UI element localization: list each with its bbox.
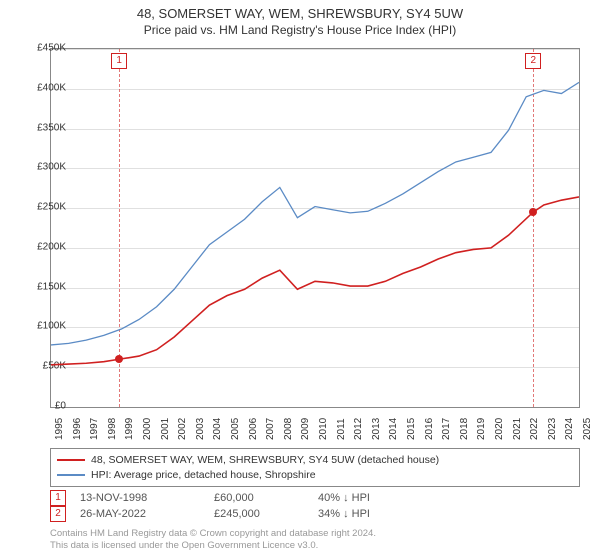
x-axis-label: 2023 bbox=[547, 418, 558, 440]
x-axis-label: 2003 bbox=[195, 418, 206, 440]
legend-label: 48, SOMERSET WAY, WEM, SHREWSBURY, SY4 5… bbox=[91, 453, 439, 468]
legend-row: 48, SOMERSET WAY, WEM, SHREWSBURY, SY4 5… bbox=[57, 453, 573, 468]
x-axis-label: 2021 bbox=[512, 418, 523, 440]
x-axis-label: 2025 bbox=[582, 418, 593, 440]
x-axis-label: 2001 bbox=[160, 418, 171, 440]
x-axis-label: 2018 bbox=[459, 418, 470, 440]
x-axis-label: 2011 bbox=[336, 418, 347, 440]
x-axis-label: 2020 bbox=[494, 418, 505, 440]
marker-label-box: 1 bbox=[111, 53, 127, 69]
sale-marker-2: 2 bbox=[50, 506, 66, 522]
sale-hpi: 40% ↓ HPI bbox=[318, 492, 438, 504]
x-axis-label: 2016 bbox=[424, 418, 435, 440]
x-axis-label: 2013 bbox=[371, 418, 382, 440]
x-axis-label: 1997 bbox=[89, 418, 100, 440]
sale-date: 13-NOV-1998 bbox=[80, 492, 200, 504]
sale-hpi: 34% ↓ HPI bbox=[318, 508, 438, 520]
x-axis-label: 1995 bbox=[54, 418, 65, 440]
series-line-hpi bbox=[51, 82, 579, 345]
marker-dot bbox=[115, 355, 123, 363]
chart-lines-svg bbox=[51, 49, 579, 407]
x-axis-label: 2008 bbox=[283, 418, 294, 440]
x-axis-label: 2007 bbox=[265, 418, 276, 440]
x-axis-label: 1999 bbox=[124, 418, 135, 440]
legend-label: HPI: Average price, detached house, Shro… bbox=[91, 468, 316, 483]
sale-price: £60,000 bbox=[214, 492, 304, 504]
sale-date: 26-MAY-2022 bbox=[80, 508, 200, 520]
x-axis-label: 1998 bbox=[107, 418, 118, 440]
x-axis-label: 2006 bbox=[248, 418, 259, 440]
x-axis-label: 2022 bbox=[529, 418, 540, 440]
series-line-price_paid bbox=[51, 197, 579, 365]
x-axis-label: 2010 bbox=[318, 418, 329, 440]
x-axis-label: 2004 bbox=[212, 418, 223, 440]
sales-table: 1 13-NOV-1998 £60,000 40% ↓ HPI 2 26-MAY… bbox=[50, 490, 580, 522]
x-axis-label: 2002 bbox=[177, 418, 188, 440]
x-axis-label: 2024 bbox=[564, 418, 575, 440]
chart-container: 48, SOMERSET WAY, WEM, SHREWSBURY, SY4 5… bbox=[0, 0, 600, 560]
sale-row: 2 26-MAY-2022 £245,000 34% ↓ HPI bbox=[50, 506, 580, 522]
legend-swatch-1 bbox=[57, 459, 85, 461]
x-axis-label: 2017 bbox=[441, 418, 452, 440]
x-axis-label: 2014 bbox=[388, 418, 399, 440]
x-axis-label: 2009 bbox=[300, 418, 311, 440]
x-axis-label: 1996 bbox=[72, 418, 83, 440]
marker-dot bbox=[529, 208, 537, 216]
legend-box: 48, SOMERSET WAY, WEM, SHREWSBURY, SY4 5… bbox=[50, 448, 580, 487]
chart-subtitle: Price paid vs. HM Land Registry's House … bbox=[0, 23, 600, 41]
x-axis-label: 2005 bbox=[230, 418, 241, 440]
sale-price: £245,000 bbox=[214, 508, 304, 520]
sale-marker-1: 1 bbox=[50, 490, 66, 506]
x-axis-label: 2015 bbox=[406, 418, 417, 440]
footer-attribution: Contains HM Land Registry data © Crown c… bbox=[50, 528, 376, 552]
marker-label-box: 2 bbox=[525, 53, 541, 69]
footer-line: Contains HM Land Registry data © Crown c… bbox=[50, 528, 376, 540]
x-axis-label: 2000 bbox=[142, 418, 153, 440]
sale-row: 1 13-NOV-1998 £60,000 40% ↓ HPI bbox=[50, 490, 580, 506]
legend-swatch-2 bbox=[57, 474, 85, 476]
footer-line: This data is licensed under the Open Gov… bbox=[50, 540, 376, 552]
chart-plot-area: 12 bbox=[50, 48, 580, 408]
legend-row: HPI: Average price, detached house, Shro… bbox=[57, 468, 573, 483]
x-axis-label: 2012 bbox=[353, 418, 364, 440]
x-axis-label: 2019 bbox=[476, 418, 487, 440]
chart-title: 48, SOMERSET WAY, WEM, SHREWSBURY, SY4 5… bbox=[0, 0, 600, 23]
